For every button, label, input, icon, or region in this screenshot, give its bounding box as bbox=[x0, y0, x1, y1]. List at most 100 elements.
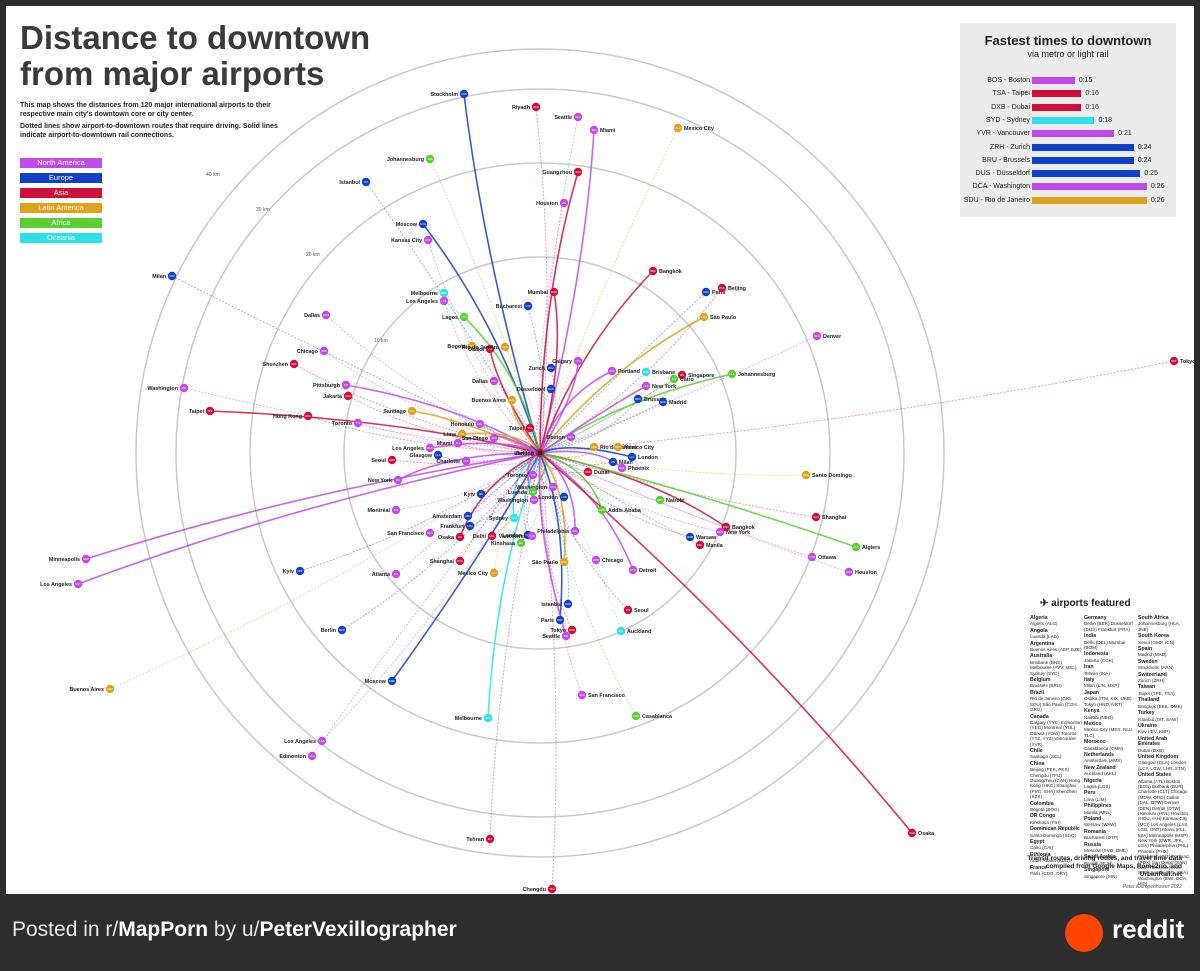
subreddit-link[interactable]: MapPorn bbox=[118, 918, 209, 941]
airport-marker[interactable]: MCI Kansas City bbox=[391, 235, 433, 245]
airport-marker[interactable]: MNL Manila bbox=[695, 540, 724, 550]
airport-marker[interactable]: HLA Johannesburg bbox=[727, 369, 775, 379]
airport-marker[interactable]: PIT Pittsburgh bbox=[313, 380, 351, 390]
airport-marker[interactable]: DTW Detroit bbox=[628, 565, 657, 575]
airport-marker[interactable]: WAW Warsaw bbox=[685, 532, 717, 542]
airport-marker[interactable]: CAI Cairo bbox=[669, 374, 695, 384]
airport-marker[interactable]: IKA Tehran bbox=[466, 834, 495, 844]
airport-marker[interactable]: PHX Phoenix bbox=[617, 463, 649, 473]
airport-marker[interactable]: EWR New York bbox=[715, 527, 750, 537]
airport-marker[interactable]: DEN Denver bbox=[812, 331, 842, 341]
airport-marker[interactable]: PDX Portland bbox=[607, 366, 640, 376]
airport-marker[interactable]: MIA Miami bbox=[589, 125, 616, 135]
airport-marker[interactable]: SDQ Santo Domingo bbox=[801, 470, 853, 480]
airport-marker[interactable]: IST Istanbul bbox=[339, 177, 371, 187]
airport-marker[interactable]: OAK San Francisco bbox=[577, 690, 626, 700]
airport-marker[interactable]: MAD Madrid bbox=[658, 397, 687, 407]
airport-marker[interactable]: NBO Nairobi bbox=[655, 495, 685, 505]
airport-marker[interactable]: CLT Charlotte bbox=[436, 456, 471, 466]
airport-marker[interactable]: IAH Houston bbox=[536, 198, 569, 208]
airport-marker[interactable]: CMN Casablanca bbox=[631, 711, 673, 721]
airport-marker[interactable]: BWI Washington bbox=[497, 495, 539, 505]
airport-marker[interactable]: PEK Beijing bbox=[717, 283, 746, 293]
airport-marker[interactable]: AVV Melbourne bbox=[455, 713, 493, 723]
airport-marker[interactable]: JFK New York bbox=[368, 475, 403, 485]
airport-marker[interactable]: NLU Mexico City bbox=[673, 123, 714, 133]
airport-marker[interactable]: DXB Dubai bbox=[583, 467, 610, 477]
airport-marker[interactable]: YOW Ottawa bbox=[807, 552, 837, 562]
airport-marker[interactable]: BKK Bangkok bbox=[648, 266, 682, 276]
airport-marker[interactable]: CDG Paris bbox=[701, 287, 725, 297]
airport-marker[interactable]: LCY London bbox=[627, 452, 658, 462]
airport-marker[interactable]: BRU Brussels bbox=[633, 394, 667, 404]
airport-marker[interactable]: MEX Mexico City bbox=[613, 442, 654, 452]
airport-marker[interactable]: MDW Chicago bbox=[591, 555, 624, 565]
airport-marker[interactable]: SHA Shanghai bbox=[811, 512, 847, 522]
airport-marker[interactable]: SIN Singapore bbox=[677, 370, 715, 380]
user-link[interactable]: PeterVexillographer bbox=[259, 918, 457, 941]
airport-marker[interactable]: DMK Bangkok bbox=[721, 522, 755, 532]
airport-marker[interactable]: HOU Houston bbox=[844, 567, 877, 577]
airport-marker[interactable]: UKB Osaka bbox=[907, 828, 935, 838]
airport-marker[interactable]: ICN Seoul bbox=[623, 605, 649, 615]
airport-marker[interactable]: TLC Mexico City bbox=[458, 568, 499, 578]
